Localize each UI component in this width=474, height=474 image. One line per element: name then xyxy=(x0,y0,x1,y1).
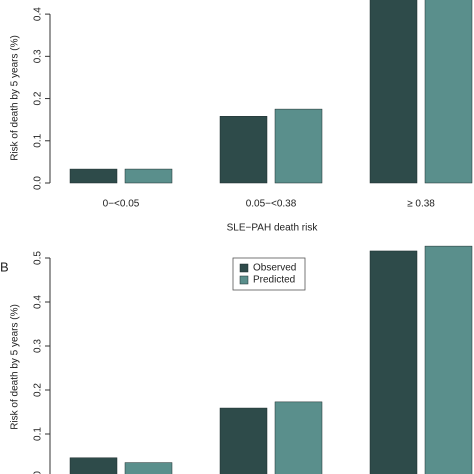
panel: 0.0 0.1 0.2 0.3 0.4 0.5 Risk of death by 5 yea… xyxy=(10,245,473,474)
panel-label: B xyxy=(0,259,9,274)
y-tick-label: 0.5 xyxy=(33,251,44,265)
x-tick-label: 0−<0.05 xyxy=(103,199,140,210)
y-tick-label: 0.3 xyxy=(33,49,44,63)
bar xyxy=(369,250,418,474)
x-tick-label: 0.05−<0.38 xyxy=(246,199,297,210)
bar xyxy=(274,108,323,184)
y-tick-label: 0.4 xyxy=(33,7,44,21)
y-tick-label: 0.1 xyxy=(33,133,44,147)
y-tick-label: 0.2 xyxy=(33,383,44,397)
y-tick-label: 0.1 xyxy=(33,427,44,441)
bar xyxy=(424,245,473,474)
bar xyxy=(124,168,173,184)
bar xyxy=(369,0,418,184)
legend-label: Predicted xyxy=(253,275,295,286)
bar xyxy=(274,401,323,474)
bar xyxy=(219,407,268,474)
y-tick-label: 0.0 xyxy=(33,471,44,474)
bar xyxy=(69,457,118,474)
y-tick-label: 0.2 xyxy=(33,91,44,105)
legend-swatch xyxy=(239,275,249,285)
y-tick-label: 0.4 xyxy=(33,295,44,309)
bar xyxy=(124,462,173,474)
legend-swatch xyxy=(239,263,249,273)
y-axis-label: Risk of death by 5 years (%) xyxy=(10,35,21,161)
panel: 0.0 0.1 0.2 0.3 0.4 Risk of death by 5 years … xyxy=(10,0,473,190)
x-tick-label: ≥ 0.38 xyxy=(407,199,435,210)
x-axis-label: SLE−PAH death risk xyxy=(227,223,319,234)
legend-label: Observed xyxy=(253,263,296,274)
y-tick-label: 0.0 xyxy=(33,176,44,190)
bar xyxy=(424,0,473,184)
y-tick-label: 0.3 xyxy=(33,339,44,353)
y-axis-label: Risk of death by 5 years (%) xyxy=(10,304,21,430)
bar xyxy=(69,168,118,184)
legend-box xyxy=(232,257,306,291)
bar xyxy=(219,116,268,184)
